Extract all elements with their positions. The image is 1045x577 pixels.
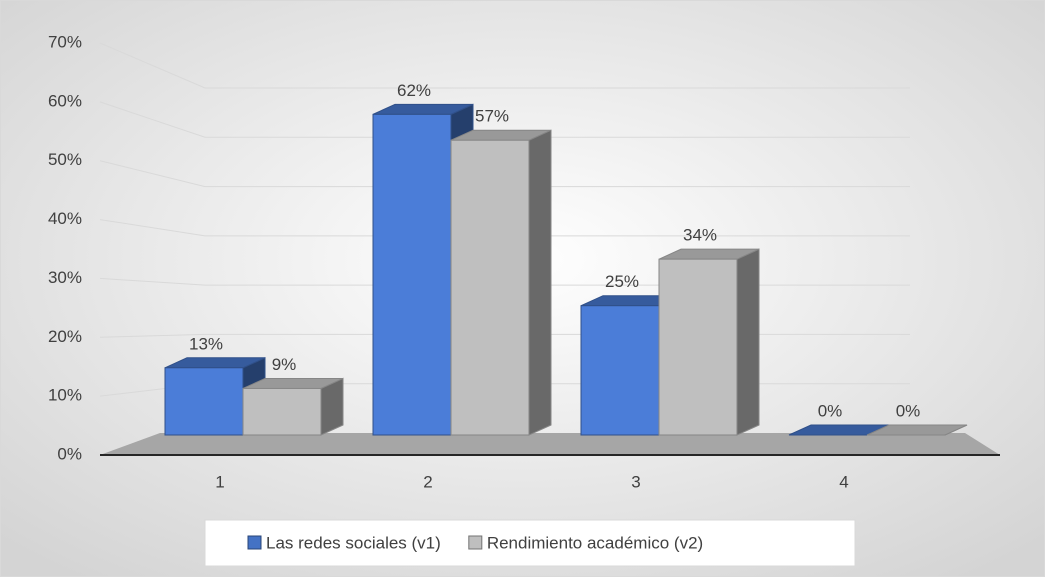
- y-tick-label: 60%: [48, 91, 82, 110]
- grid-line: [99, 101, 910, 138]
- grid-line: [99, 219, 910, 237]
- grid-line: [99, 42, 910, 89]
- y-tick-label: 40%: [48, 209, 82, 228]
- legend-label: Las redes sociales (v1): [266, 533, 441, 552]
- bar: [658, 248, 760, 436]
- data-label: 25%: [605, 272, 639, 291]
- legend-swatch: [468, 535, 483, 550]
- floor: [100, 433, 1000, 455]
- bar-top: [866, 424, 968, 436]
- legend-box: [204, 519, 856, 567]
- data-label: 0%: [818, 401, 843, 420]
- y-tick-label: 20%: [48, 327, 82, 346]
- y-tick-label: 10%: [48, 386, 82, 405]
- x-tick-label: 3: [631, 472, 640, 491]
- x-tick-label: 4: [839, 472, 848, 491]
- y-tick-label: 0%: [57, 444, 82, 463]
- bar-side: [528, 129, 552, 436]
- data-label: 9%: [272, 355, 297, 374]
- bar: [242, 377, 344, 436]
- x-tick-label: 2: [423, 472, 432, 491]
- legend-label: Rendimiento académico (v2): [487, 533, 703, 552]
- bar-front: [580, 305, 660, 436]
- bar-front: [164, 367, 244, 436]
- data-label: 57%: [475, 107, 509, 126]
- bar: [450, 129, 552, 436]
- data-label: 0%: [896, 401, 921, 420]
- y-tick-label: 50%: [48, 150, 82, 169]
- y-tick-label: 70%: [48, 32, 82, 51]
- bar-front: [450, 139, 530, 436]
- bar-front: [372, 113, 452, 436]
- bar-side: [736, 248, 760, 436]
- legend-swatch: [247, 535, 262, 550]
- bar-front: [658, 258, 738, 436]
- x-tick-label: 1: [215, 472, 224, 491]
- bar-front: [242, 387, 322, 436]
- data-label: 34%: [683, 226, 717, 245]
- data-label: 62%: [397, 81, 431, 100]
- bar: [866, 424, 968, 436]
- data-label: 13%: [189, 334, 223, 353]
- y-tick-label: 30%: [48, 268, 82, 287]
- grid-line: [99, 160, 910, 188]
